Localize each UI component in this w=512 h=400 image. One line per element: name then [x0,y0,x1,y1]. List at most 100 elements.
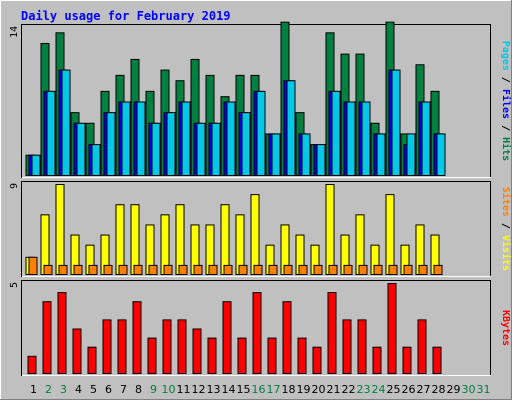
bar-kbytes-day-16 [252,292,262,375]
bar-visits-day-3 [55,184,65,275]
panel-visits: 9 Sites / Visits [9,181,512,277]
day-label-28: 28 [432,383,446,396]
bar-kbytes-day-25 [387,283,397,374]
bar-pages-day-15 [241,112,251,177]
day-label-1: 1 [30,383,37,396]
bar-pages-day-16 [256,90,266,176]
bar-pages-day-26 [406,133,416,177]
bar-pages-day-24 [376,133,386,177]
bar-sites-day-25 [388,264,398,275]
bar-pages-day-7 [121,101,131,176]
day-label-21: 21 [327,383,341,396]
side-label-part-2: Visits [500,235,512,271]
bar-pages-day-12 [196,122,206,176]
bar-pages-day-3 [61,69,71,176]
day-label-16: 16 [252,383,266,396]
bar-pages-day-21 [331,90,341,176]
bar-kbytes-day-9 [147,337,157,375]
day-label-6: 6 [105,383,112,396]
bar-sites-day-6 [103,264,113,275]
bar-sites-day-24 [373,264,383,275]
bar-kbytes-day-21 [327,292,337,375]
bar-kbytes-day-20 [312,346,322,375]
side-label-part-0: Sites [500,187,512,217]
bar-sites-day-3 [58,264,68,275]
bar-sites-day-7 [118,264,128,275]
side-label-part-0: KBytes [500,310,511,346]
panel-kbytes: 5 KBytes [9,280,511,376]
bar-pages-day-11 [181,101,191,176]
bar-sites-day-19 [298,264,308,275]
bar-kbytes-day-8 [132,301,142,375]
bar-sites-day-11 [178,264,188,275]
day-label-9: 9 [150,383,157,396]
bar-kbytes-day-11 [177,319,187,374]
bar-kbytes-day-3 [57,292,67,375]
bar-sites-day-13 [208,264,218,275]
bar-sites-day-4 [73,264,83,275]
day-label-11: 11 [177,383,191,396]
bar-pages-day-13 [211,122,221,176]
bar-sites-day-20 [313,264,323,275]
bar-visits-day-7 [115,204,125,276]
day-label-25: 25 [387,383,401,396]
day-label-7: 7 [120,383,127,396]
day-label-14: 14 [222,383,236,396]
bar-pages-day-17 [271,133,281,177]
bar-sites-day-22 [343,264,353,275]
bar-kbytes-day-14 [222,301,232,375]
bar-pages-day-14 [226,101,236,176]
panel-kbytes-side-label: KBytes [500,310,511,346]
panel-hits-max-label: 14 [9,26,20,38]
day-label-4: 4 [75,383,82,396]
x-axis-day-labels: 1 2 3 4 5 6 7 8 9 10 11 12 13 14 15 16 17 18 19 20 21 22 23 24 2… [30,383,491,396]
bar-kbytes-day-15 [237,337,247,375]
bar-sites-day-21 [328,264,338,275]
bar-kbytes-day-12 [192,328,202,374]
panel-hits: 14 Pages / Files / Hits [9,21,512,178]
bar-sites-day-1 [28,256,38,275]
bar-sites-day-12 [193,264,203,275]
bar-kbytes-day-4 [72,328,82,374]
day-label-17: 17 [267,383,281,396]
bar-pages-day-1 [31,154,41,176]
day-label-12: 12 [192,383,206,396]
side-label-part-1: / [500,217,511,235]
day-label-13: 13 [207,383,221,396]
bar-kbytes-day-10 [162,319,172,374]
panel-kbytes-max-label: 5 [9,282,20,288]
bar-sites-day-14 [223,264,233,275]
day-label-23: 23 [357,383,371,396]
bar-sites-day-18 [283,264,293,275]
bar-pages-day-19 [301,133,311,177]
bar-visits-day-21 [325,184,335,275]
bar-sites-day-5 [88,264,98,275]
bar-kbytes-day-28 [432,346,442,375]
bar-kbytes-day-17 [267,337,277,375]
day-label-27: 27 [417,383,431,396]
bar-sites-day-2 [43,264,53,275]
bar-kbytes-day-22 [342,319,352,374]
bar-visits-day-11 [175,204,185,276]
bar-visits-day-14 [220,204,230,276]
bar-sites-day-23 [358,264,368,275]
day-label-5: 5 [90,383,97,396]
day-label-31: 31 [477,383,491,396]
day-label-2: 2 [45,383,52,396]
bar-pages-day-23 [361,101,371,176]
bar-sites-day-9 [148,264,158,275]
chart-title: Daily usage for February 2019 [21,9,231,23]
panel-visits-side-label: Sites / Visits [500,187,512,271]
bar-pages-day-6 [106,112,116,177]
chart-panels: 14 Pages / Files / Hits 9 Sites / Visits 5 KB… [9,21,512,376]
bar-kbytes-day-5 [87,346,97,375]
bar-kbytes-day-19 [297,337,307,375]
bar-kbytes-day-7 [117,319,127,374]
bar-visits-day-25 [385,194,395,275]
bar-pages-day-5 [91,144,101,176]
bar-pages-day-28 [436,133,446,177]
day-label-18: 18 [282,383,296,396]
bar-pages-day-4 [76,122,86,176]
bar-visits-day-8 [130,204,140,276]
bar-kbytes-day-24 [372,346,382,375]
